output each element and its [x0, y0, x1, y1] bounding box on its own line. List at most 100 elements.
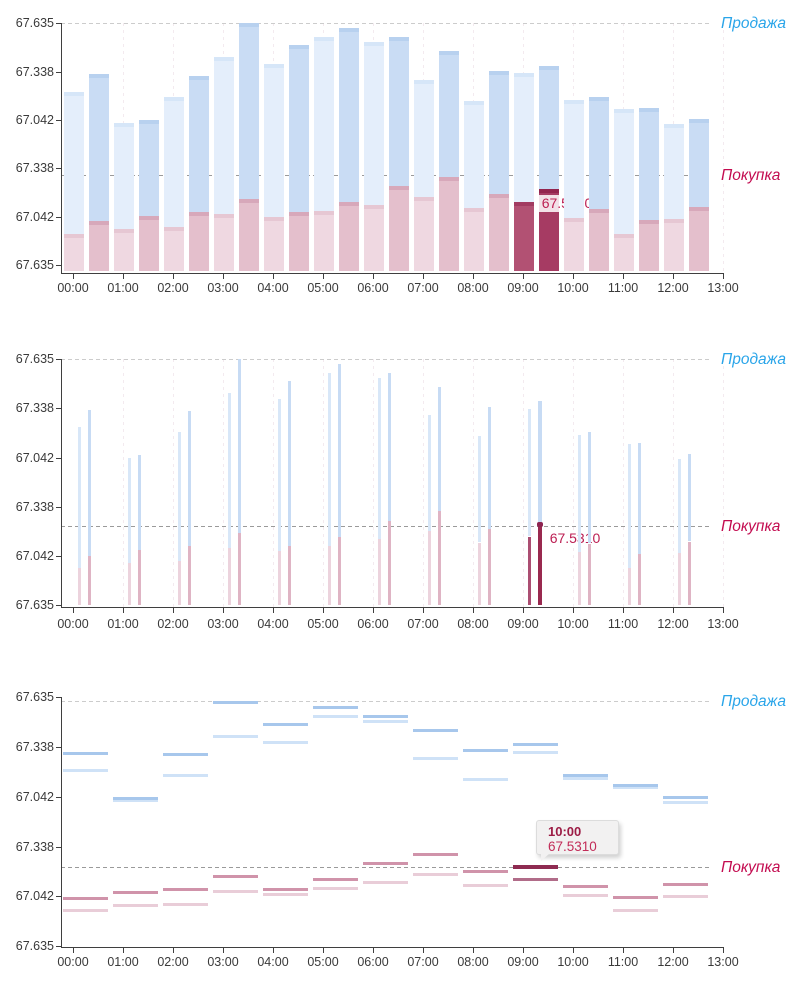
buy-bar[interactable]	[489, 193, 509, 271]
sell-bar[interactable]	[239, 23, 259, 199]
sell-bar[interactable]	[264, 63, 284, 217]
sell-bar[interactable]	[339, 28, 359, 202]
buy-bar[interactable]	[414, 196, 434, 271]
buy-spike[interactable]	[588, 543, 591, 605]
buy-step-close[interactable]	[263, 887, 308, 891]
sell-step-open[interactable]	[363, 720, 408, 723]
sell-step-open[interactable]	[263, 741, 308, 744]
buy-step-highlighted[interactable]	[513, 864, 558, 869]
buy-step-open[interactable]	[363, 880, 408, 884]
buy-step-close[interactable]	[413, 852, 458, 856]
sell-bar[interactable]	[164, 96, 184, 227]
sell-spike[interactable]	[488, 407, 491, 529]
buy-spike[interactable]	[238, 533, 241, 605]
buy-bar[interactable]	[164, 227, 184, 271]
sell-spike[interactable]	[428, 415, 431, 532]
sell-spike[interactable]	[338, 364, 341, 537]
buy-bar[interactable]	[289, 211, 309, 271]
buy-step-close[interactable]	[613, 895, 658, 899]
buy-spike-highlighted[interactable]	[538, 523, 542, 605]
buy-spike[interactable]	[628, 568, 631, 605]
sell-bar[interactable]	[314, 37, 334, 211]
sell-bar[interactable]	[89, 74, 109, 221]
sell-bar[interactable]	[64, 91, 84, 234]
buy-bar[interactable]	[689, 207, 709, 271]
sell-bar[interactable]	[289, 45, 309, 212]
buy-bar[interactable]	[89, 221, 109, 271]
buy-bar[interactable]	[389, 185, 409, 271]
sell-spike[interactable]	[378, 378, 381, 540]
buy-bar[interactable]	[314, 211, 334, 271]
sell-bar[interactable]	[564, 99, 584, 218]
buy-bar[interactable]	[264, 216, 284, 271]
buy-spike[interactable]	[288, 546, 291, 605]
buy-spike[interactable]	[388, 520, 391, 605]
sell-spike[interactable]	[578, 435, 581, 553]
buy-step-close[interactable]	[163, 887, 208, 891]
sell-step-close[interactable]	[113, 796, 158, 800]
buy-step-open[interactable]	[213, 889, 258, 893]
sell-spike[interactable]	[438, 387, 441, 512]
buy-step-close[interactable]	[63, 896, 108, 900]
buy-spike[interactable]	[128, 563, 131, 605]
sell-step-open[interactable]	[563, 776, 608, 780]
sell-step-open[interactable]	[63, 768, 108, 772]
sell-step-open[interactable]	[213, 734, 258, 738]
sell-bar[interactable]	[664, 123, 684, 219]
buy-spike[interactable]	[638, 554, 641, 605]
buy-spike[interactable]	[278, 551, 281, 605]
buy-step-open[interactable]	[413, 872, 458, 876]
sell-spike[interactable]	[328, 373, 331, 546]
sell-bar[interactable]	[139, 119, 159, 216]
buy-bar[interactable]	[139, 215, 159, 271]
sell-step-close[interactable]	[513, 743, 558, 746]
buy-spike[interactable]	[678, 553, 681, 605]
buy-bar[interactable]	[664, 218, 684, 271]
sell-bar[interactable]	[489, 71, 509, 194]
sell-bar[interactable]	[689, 118, 709, 207]
sell-spike[interactable]	[638, 442, 641, 554]
buy-bar[interactable]	[339, 202, 359, 271]
sell-step-open[interactable]	[113, 799, 158, 802]
buy-step-open[interactable]	[513, 877, 558, 881]
sell-bar[interactable]	[614, 108, 634, 234]
sell-bar[interactable]	[539, 65, 559, 189]
sell-bar[interactable]	[464, 100, 484, 208]
sell-spike[interactable]	[528, 408, 531, 536]
buy-spike[interactable]	[478, 542, 481, 605]
buy-bar[interactable]	[64, 234, 84, 271]
sell-bar[interactable]	[414, 79, 434, 197]
sell-spike[interactable]	[78, 426, 81, 568]
buy-spike[interactable]	[688, 541, 691, 605]
sell-bar[interactable]	[114, 122, 134, 229]
buy-bar[interactable]	[214, 213, 234, 271]
buy-spike[interactable]	[78, 568, 81, 605]
buy-spike[interactable]	[138, 550, 141, 605]
buy-bar[interactable]	[514, 202, 534, 271]
sell-step-open[interactable]	[413, 756, 458, 760]
sell-step-open[interactable]	[313, 715, 358, 718]
buy-spike[interactable]	[178, 561, 181, 605]
sell-step-close[interactable]	[413, 728, 458, 732]
sell-step-open[interactable]	[163, 773, 208, 777]
sell-step-close[interactable]	[313, 706, 358, 709]
sell-step-close[interactable]	[663, 795, 708, 799]
sell-spike[interactable]	[238, 359, 241, 533]
buy-spike[interactable]	[338, 536, 341, 605]
buy-bar[interactable]	[364, 204, 384, 271]
buy-spike[interactable]	[438, 511, 441, 605]
buy-spike[interactable]	[228, 548, 231, 605]
buy-step-open[interactable]	[163, 902, 208, 906]
sell-spike[interactable]	[678, 458, 681, 553]
sell-bar[interactable]	[364, 42, 384, 205]
buy-spike[interactable]	[328, 545, 331, 605]
buy-spike[interactable]	[88, 555, 91, 605]
sell-spike[interactable]	[688, 453, 691, 541]
buy-step-open[interactable]	[663, 894, 708, 898]
buy-step-close[interactable]	[463, 869, 508, 873]
sell-bar[interactable]	[589, 96, 609, 209]
sell-spike[interactable]	[388, 373, 391, 521]
buy-step-close[interactable]	[213, 874, 258, 878]
sell-spike[interactable]	[278, 399, 281, 551]
buy-bar[interactable]	[114, 228, 134, 271]
